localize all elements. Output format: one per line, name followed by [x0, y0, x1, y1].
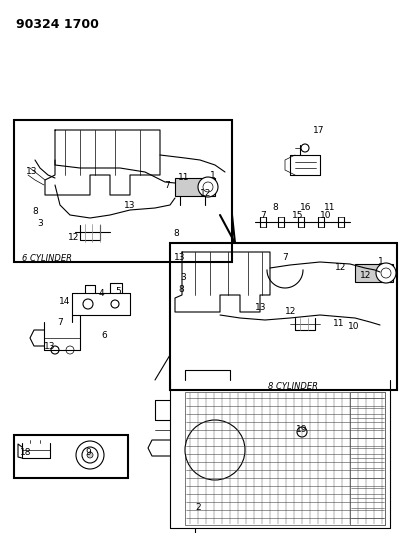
Text: 7: 7 — [259, 212, 265, 221]
Text: 7: 7 — [282, 253, 287, 262]
Text: 8: 8 — [271, 203, 277, 212]
Text: 3: 3 — [180, 273, 185, 282]
Text: 11: 11 — [332, 319, 344, 328]
Bar — [354, 264, 392, 282]
Text: 6: 6 — [101, 332, 107, 341]
Text: 10: 10 — [320, 212, 331, 221]
Text: 7: 7 — [57, 319, 63, 327]
Text: 18: 18 — [20, 448, 32, 457]
Circle shape — [375, 263, 395, 283]
Text: 7: 7 — [164, 181, 170, 190]
Circle shape — [66, 346, 74, 354]
Text: 8: 8 — [32, 206, 38, 215]
Text: 11: 11 — [178, 173, 189, 182]
Circle shape — [87, 452, 93, 458]
Text: 2: 2 — [195, 504, 200, 513]
Text: 9: 9 — [85, 448, 91, 457]
Circle shape — [184, 420, 244, 480]
Bar — [174, 178, 215, 196]
Text: 8: 8 — [173, 230, 178, 238]
Text: 12: 12 — [285, 308, 296, 317]
Text: 11: 11 — [324, 203, 335, 212]
Text: 12: 12 — [200, 190, 211, 198]
Text: 13: 13 — [124, 200, 136, 209]
Text: 1: 1 — [210, 171, 215, 180]
Bar — [14, 120, 231, 262]
Text: 12: 12 — [359, 271, 371, 280]
Text: 5: 5 — [115, 287, 121, 295]
Text: 14: 14 — [59, 297, 71, 306]
Text: 13: 13 — [174, 254, 185, 262]
Circle shape — [198, 177, 217, 197]
Text: 12: 12 — [334, 263, 346, 272]
Text: 10: 10 — [347, 322, 359, 332]
Circle shape — [296, 427, 306, 437]
Text: 17: 17 — [312, 125, 324, 134]
Text: 8: 8 — [178, 286, 183, 295]
Bar — [349, 392, 384, 525]
Text: 4: 4 — [98, 288, 103, 297]
Text: 8 CYLINDER: 8 CYLINDER — [267, 382, 317, 391]
Text: 3: 3 — [37, 219, 43, 228]
Circle shape — [76, 441, 104, 469]
Circle shape — [51, 346, 59, 354]
Text: 16: 16 — [300, 203, 311, 212]
Text: 90324 1700: 90324 1700 — [16, 18, 99, 31]
Text: 13: 13 — [255, 303, 266, 311]
Bar — [14, 435, 128, 478]
Text: 6 CYLINDER: 6 CYLINDER — [22, 254, 72, 263]
Circle shape — [83, 299, 93, 309]
Text: 13: 13 — [44, 343, 56, 351]
Text: 1: 1 — [377, 257, 383, 266]
Bar — [170, 243, 396, 390]
Circle shape — [111, 300, 119, 308]
Text: 12: 12 — [68, 233, 79, 243]
Text: 15: 15 — [292, 212, 303, 221]
Text: 19: 19 — [296, 425, 307, 434]
Bar — [184, 392, 384, 525]
Text: 13: 13 — [26, 167, 38, 176]
